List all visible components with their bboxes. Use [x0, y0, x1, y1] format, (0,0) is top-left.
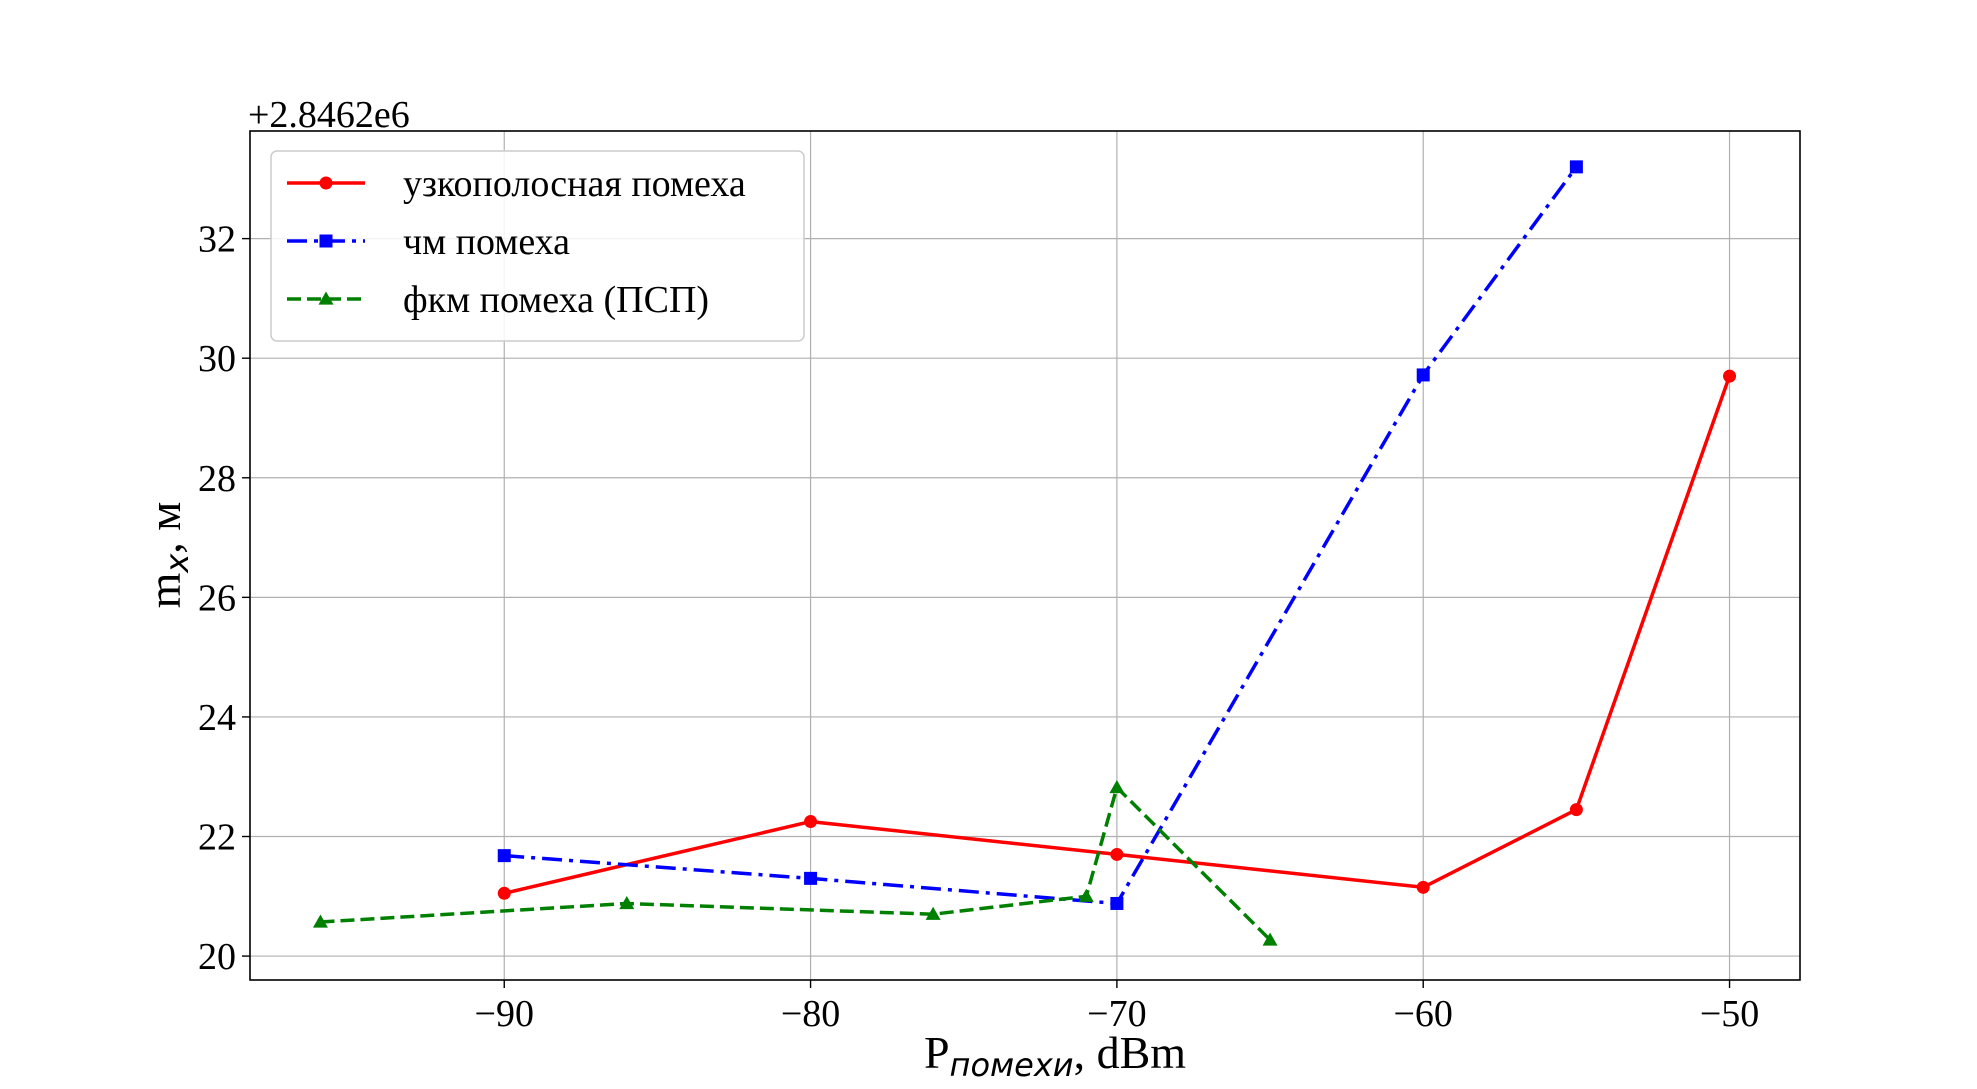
x-tick-label: −80	[781, 993, 840, 1035]
x-tick-label: −90	[475, 993, 534, 1035]
data-point	[619, 895, 635, 910]
x-axis-ticks: −90 −80 −70 −60 −50	[475, 980, 1759, 1035]
series-layer	[312, 160, 1737, 946]
data-point	[1110, 847, 1124, 861]
data-point	[1569, 803, 1583, 817]
data-point	[1109, 779, 1125, 794]
legend: узкополосная помеха чм помеха фкм помеха (…	[270, 150, 805, 342]
data-point	[804, 871, 818, 885]
data-point	[312, 914, 328, 928]
legend-label: фкм помеха (ПСП)	[403, 279, 709, 321]
series-1	[497, 369, 1737, 900]
x-tick-label: −50	[1700, 993, 1759, 1035]
data-point	[1723, 369, 1737, 383]
y-tick-label: 32	[198, 219, 236, 261]
data-point	[1416, 880, 1430, 894]
x-tick-label: −60	[1394, 993, 1453, 1035]
legend-entry: фкм помеха (ПСП)	[287, 279, 709, 321]
series-2	[497, 160, 1583, 910]
y-tick-label: 28	[198, 458, 236, 500]
data-point	[497, 849, 511, 863]
data-point	[497, 886, 511, 900]
series-line	[320, 785, 1272, 942]
y-tick-label: 24	[198, 697, 236, 739]
series-line	[503, 375, 1732, 896]
data-point	[1262, 932, 1278, 946]
series-3	[312, 779, 1278, 946]
data-point	[1110, 896, 1124, 910]
y-axis-offset-label: +2.8462e6	[248, 94, 410, 136]
legend-label: узкополосная помеха	[403, 163, 746, 205]
y-tick-label: 30	[198, 338, 236, 380]
y-tick-label: 26	[198, 577, 236, 619]
data-point	[1416, 368, 1430, 382]
legend-marker	[318, 291, 334, 305]
y-axis-label-rest: , м	[139, 502, 190, 554]
y-axis-ticks: 20 22 24 26 28 30 32	[198, 219, 250, 978]
data-point	[925, 906, 941, 920]
y-axis-label: mx, м	[139, 502, 196, 609]
y-axis-label-main: m	[139, 572, 190, 608]
x-axis-label-subscript: помехи	[950, 1046, 1074, 1084]
y-axis-label-subscript: x	[158, 553, 196, 574]
plot-area-frame	[249, 130, 1801, 981]
legend-entry: узкополосная помеха	[287, 163, 746, 205]
data-point	[804, 815, 818, 829]
legend-box	[270, 150, 805, 342]
x-axis-label-rest: , dBm	[1074, 1027, 1187, 1078]
legend-marker	[319, 176, 333, 190]
y-tick-label: 20	[198, 936, 236, 978]
legend-marker	[319, 234, 333, 248]
x-axis-label-main: P	[924, 1027, 950, 1078]
data-point	[1078, 888, 1094, 902]
legend-label: чм помеха	[403, 221, 570, 263]
x-tick-label: −70	[1087, 993, 1146, 1035]
legend-entry: чм помеха	[287, 221, 570, 263]
x-axis-label: Pпомехи, dBm	[924, 1027, 1186, 1084]
y-tick-label: 22	[198, 817, 236, 859]
data-point	[1569, 160, 1583, 174]
